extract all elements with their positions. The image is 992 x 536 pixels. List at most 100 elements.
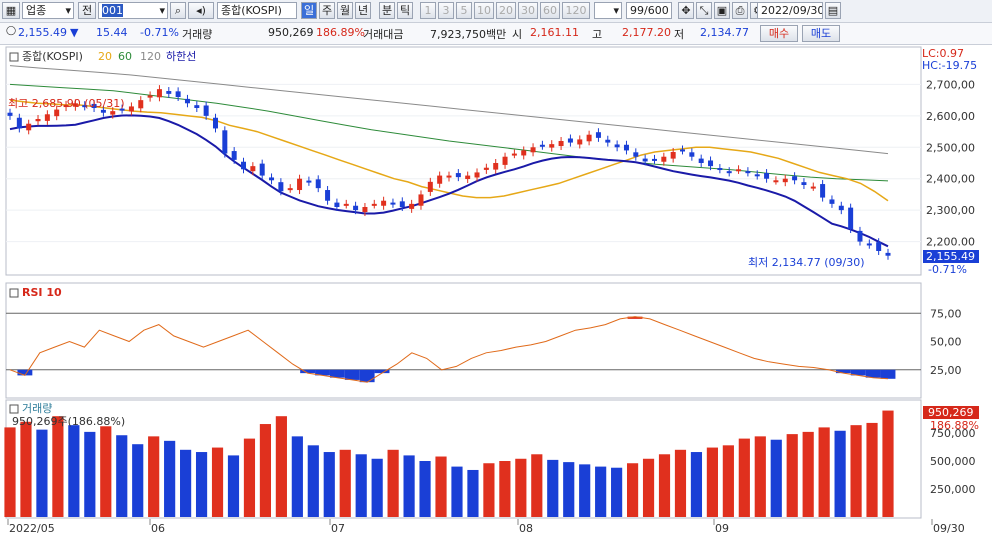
interval-20[interactable]: 20 <box>496 2 516 19</box>
volume-axis-tick: 750,000 <box>930 427 976 440</box>
period-year[interactable]: 년 <box>355 2 371 19</box>
rsi-oversold-fill <box>17 369 33 376</box>
candle <box>82 105 88 108</box>
calendar-icon[interactable]: ▤ <box>825 2 841 19</box>
volume-bar <box>818 427 830 517</box>
rsi-oversold-fill <box>300 369 316 374</box>
period-day[interactable]: 일 <box>301 2 317 19</box>
speaker-icon[interactable]: ◂) <box>188 2 214 19</box>
interval-1[interactable]: 1 <box>420 2 436 19</box>
interval-30[interactable]: 30 <box>518 2 538 19</box>
candle <box>119 108 125 111</box>
volume-bar <box>579 464 591 517</box>
candle <box>577 139 583 145</box>
ring-icon: ◯ <box>6 26 17 36</box>
rsi-title: RSI 10 <box>22 286 62 299</box>
candle <box>483 167 489 170</box>
candle <box>184 98 190 104</box>
candle <box>26 123 32 131</box>
candle <box>857 230 863 242</box>
chart-tool-icon[interactable]: ⤡ <box>696 2 712 19</box>
chevron-down-icon: ▾ <box>159 4 165 17</box>
current-volume-tag <box>923 406 979 419</box>
interval-60[interactable]: 60 <box>540 2 560 19</box>
candle <box>605 139 611 143</box>
rsi-axis-tick: 25,00 <box>930 364 962 377</box>
candle <box>203 105 209 116</box>
volume-axis-tick: 500,000 <box>930 455 976 468</box>
volume-bar <box>754 436 766 517</box>
legend-checkbox[interactable] <box>9 52 19 62</box>
candle <box>595 132 601 138</box>
candle <box>269 177 275 181</box>
legend-ma60: 60 <box>118 50 132 63</box>
candle <box>437 175 443 184</box>
rsi-line <box>9 316 889 383</box>
volume-bar <box>132 444 144 517</box>
volume-bar <box>595 466 607 517</box>
volume-bar <box>435 456 447 517</box>
search-icon[interactable]: ⌕ <box>170 2 186 19</box>
candle <box>717 168 723 171</box>
volume-bar <box>52 416 64 517</box>
volume-bar <box>4 427 16 517</box>
volume-bar <box>291 436 303 517</box>
price-axis-tick: 2,400,00 <box>926 173 975 186</box>
interval-3[interactable]: 3 <box>438 2 454 19</box>
candle <box>259 163 265 176</box>
rsi-oversold-fill <box>835 369 851 374</box>
volume-bar <box>259 424 272 517</box>
candle <box>773 180 779 183</box>
volume-bar <box>483 463 495 517</box>
rsi-oversold-fill <box>329 369 345 378</box>
interval-10[interactable]: 10 <box>474 2 494 19</box>
period-minute[interactable]: 분 <box>379 2 395 19</box>
print-icon[interactable]: ⎙ <box>732 2 748 19</box>
candle <box>278 182 284 192</box>
prefix-button[interactable]: 전 <box>78 2 96 19</box>
volume-bar <box>227 455 240 517</box>
candle <box>44 114 50 121</box>
candle <box>549 144 555 148</box>
buy-button[interactable]: 매수 <box>760 25 798 42</box>
chart-area[interactable]: 2,200.00 2,300,00 2,400,00 2,500,00 2,600,00… <box>0 45 992 536</box>
ma60-line <box>9 83 889 182</box>
volume-checkbox[interactable] <box>9 404 19 414</box>
current-volume-rate: 186.88% <box>930 419 979 432</box>
date-field[interactable]: 2022/09/30 <box>757 2 823 19</box>
rsi-axis-tick: 75,00 <box>930 307 962 320</box>
save-icon[interactable]: ▣ <box>714 2 730 19</box>
sell-button[interactable]: 매도 <box>802 25 840 42</box>
rsi-checkbox[interactable] <box>9 288 19 298</box>
volume-bar <box>148 436 160 517</box>
stock-name-field: 종합(KOSPI) <box>217 2 297 19</box>
period-month[interactable]: 월 <box>337 2 353 19</box>
volume-bar <box>323 452 335 517</box>
interval-5[interactable]: 5 <box>456 2 472 19</box>
volume-rate: 186.89% <box>316 26 365 39</box>
crosshair-icon[interactable]: ✥ <box>678 2 694 19</box>
market-select[interactable]: 업종 ▾ <box>22 2 74 19</box>
volume-bar <box>866 422 878 517</box>
low-label: 저 <box>674 28 685 41</box>
candle <box>399 201 405 207</box>
volume-bar <box>882 410 894 517</box>
candle <box>736 169 742 172</box>
volume-bar <box>211 447 224 517</box>
period-week[interactable]: 주 <box>319 2 335 19</box>
period-tick[interactable]: 틱 <box>397 2 413 19</box>
code-input[interactable]: 001 ▾ <box>98 2 168 19</box>
volume-bar <box>563 462 575 517</box>
count-field[interactable]: 99/600 <box>626 2 672 19</box>
candle <box>521 150 527 156</box>
interval-custom-select[interactable]: ▾ <box>594 2 622 19</box>
current-price-tag-text: 2,155.49 <box>926 250 975 263</box>
change-rate: -0.71% <box>140 26 179 39</box>
current-volume-tag-text: 950,269 <box>928 406 974 419</box>
volume-bar <box>243 438 256 517</box>
candle <box>558 141 564 147</box>
interval-120[interactable]: 120 <box>562 2 590 19</box>
toolbar: ▦ 업종 ▾ 전 001 ▾ ⌕ ◂) 종합(KOSPI) 일 주 월 년 분 틱 … <box>0 0 992 23</box>
layout-icon[interactable]: ▦ <box>2 2 20 19</box>
candle <box>231 151 237 160</box>
